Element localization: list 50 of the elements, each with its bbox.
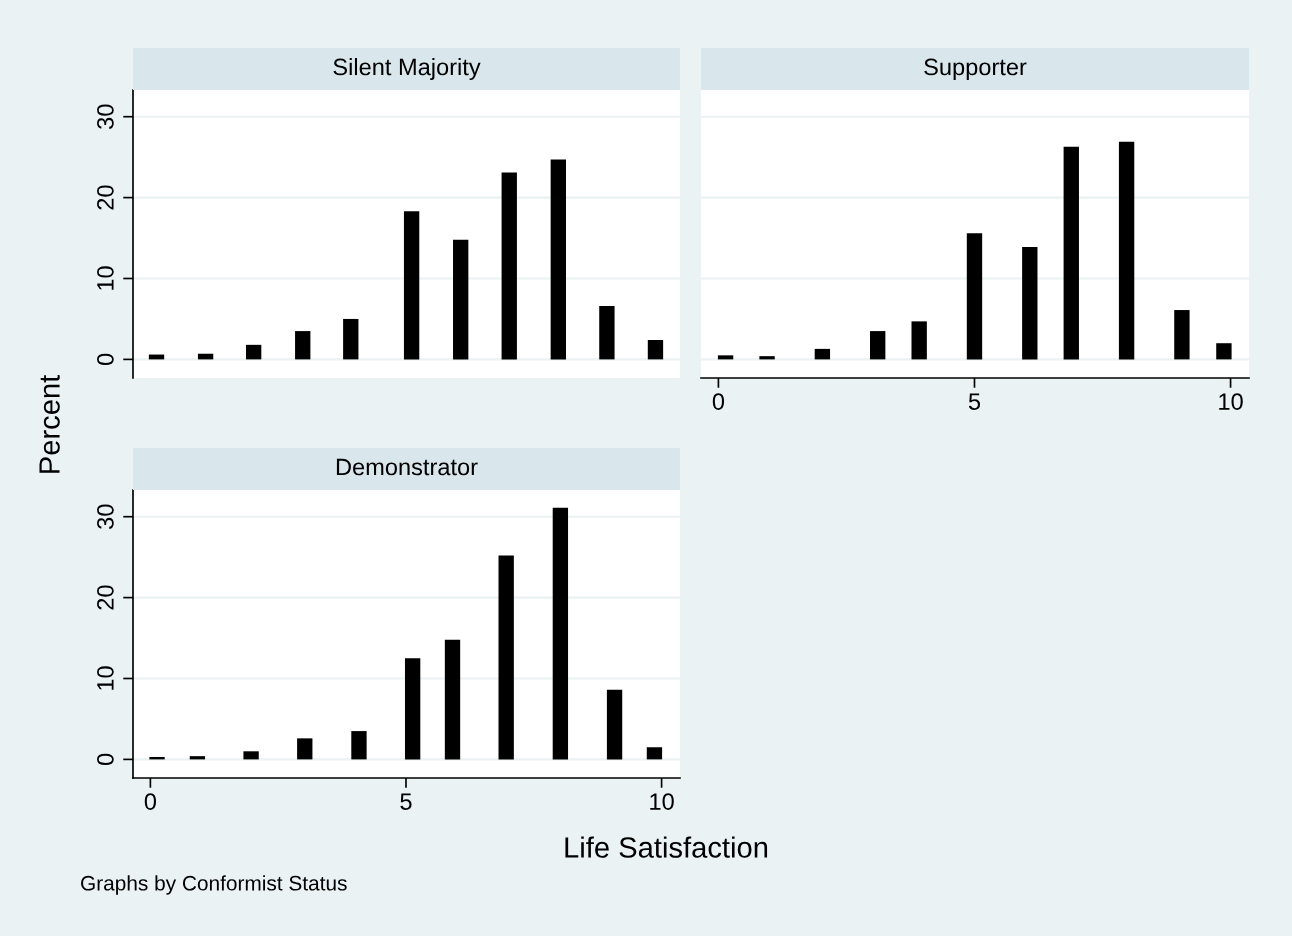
x-tick-label: 5 bbox=[968, 393, 981, 410]
bar bbox=[453, 239, 469, 360]
bar bbox=[498, 555, 514, 760]
bar bbox=[759, 356, 775, 360]
bar bbox=[966, 233, 983, 360]
x-tick-label: 0 bbox=[712, 393, 725, 410]
bar bbox=[404, 658, 421, 760]
bar bbox=[243, 751, 259, 760]
bar bbox=[403, 211, 420, 360]
bar bbox=[343, 318, 359, 360]
x-tick-label: 5 bbox=[400, 793, 412, 810]
y-tick-label: 10 bbox=[97, 666, 114, 690]
bar bbox=[444, 639, 461, 760]
x-axis-title: Life Satisfaction bbox=[565, 836, 768, 858]
bar bbox=[552, 507, 569, 760]
chart-title: Silent Majority bbox=[333, 58, 481, 81]
bar bbox=[245, 344, 262, 360]
bar bbox=[870, 331, 886, 360]
bar bbox=[501, 172, 517, 360]
y-tick-label: 20 bbox=[97, 585, 114, 610]
bar bbox=[717, 355, 734, 360]
bar bbox=[1063, 146, 1079, 360]
x-tick-label: 10 bbox=[650, 793, 674, 810]
x-tick-label: 0 bbox=[144, 793, 157, 810]
bar bbox=[1118, 141, 1135, 360]
bar bbox=[647, 339, 664, 360]
bar bbox=[1022, 246, 1038, 360]
y-axis-title: Percent bbox=[39, 374, 60, 473]
y-tick-label: 30 bbox=[97, 104, 114, 129]
bar bbox=[189, 756, 206, 760]
bar bbox=[1216, 343, 1232, 360]
bar bbox=[599, 306, 615, 360]
y-tick-label: 0 bbox=[97, 353, 114, 366]
bar bbox=[911, 321, 927, 360]
bar bbox=[814, 348, 831, 360]
bar bbox=[606, 689, 623, 760]
y-tick-label: 10 bbox=[97, 266, 114, 290]
x-tick-label: 10 bbox=[1219, 393, 1243, 410]
chart-title: Demonstrator bbox=[336, 458, 478, 476]
text: Graphs by Conformist Status bbox=[81, 875, 347, 895]
chart-title: Supporter bbox=[924, 58, 1027, 81]
bar bbox=[297, 738, 313, 760]
y-tick-label: 0 bbox=[97, 753, 114, 766]
bar bbox=[550, 159, 566, 360]
y-tick-label: 30 bbox=[97, 504, 114, 529]
bar bbox=[646, 747, 663, 760]
y-tick-label: 20 bbox=[97, 185, 114, 210]
bar bbox=[295, 331, 311, 360]
bar bbox=[351, 731, 367, 760]
bar bbox=[1174, 310, 1190, 360]
